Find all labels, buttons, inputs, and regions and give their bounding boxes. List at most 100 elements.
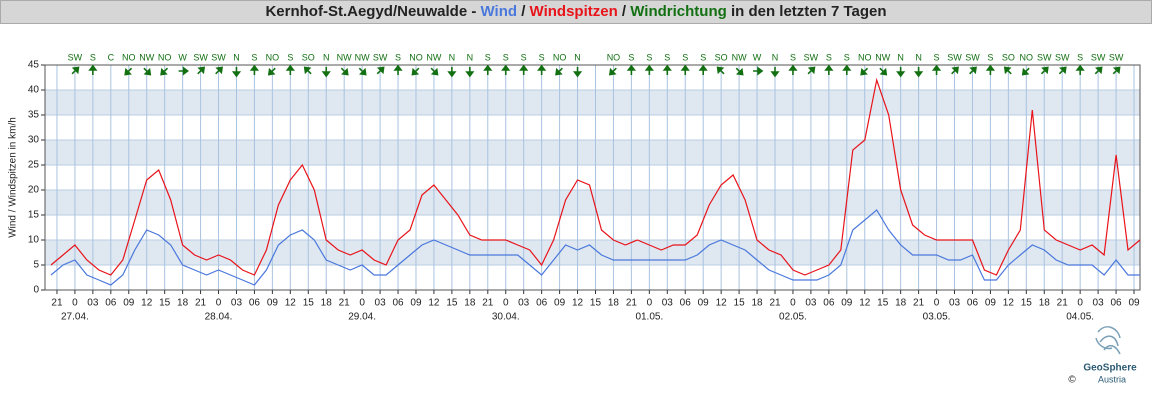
arrow-shape xyxy=(303,66,312,75)
wind-direction-label: S xyxy=(503,52,509,62)
x-tick-label: 18 xyxy=(464,298,476,309)
arrow-shape xyxy=(231,67,242,78)
wind-direction-arrow xyxy=(1075,64,1085,75)
wind-direction-label: NW xyxy=(337,52,352,62)
wind-direction-arrow xyxy=(735,67,744,76)
logo-swirl xyxy=(1099,335,1119,347)
wind-direction-arrow xyxy=(447,67,457,78)
x-tick-label: 15 xyxy=(590,298,602,309)
wind-direction-arrow xyxy=(376,66,385,75)
y-tick-label: 20 xyxy=(28,185,40,196)
arrow-shape xyxy=(842,64,852,75)
wind-direction-arrow xyxy=(716,66,725,75)
wind-direction-label: S xyxy=(1077,52,1083,62)
arrow-shape xyxy=(249,64,260,75)
arrow-shape xyxy=(626,64,636,75)
arrow-shape xyxy=(879,67,888,76)
wind-direction-label: S xyxy=(664,52,670,62)
arrow-shape xyxy=(680,64,690,75)
y-tick-label: 15 xyxy=(28,210,40,221)
x-tick-label: 18 xyxy=(895,298,907,309)
y-tick-label: 30 xyxy=(28,135,40,146)
arrow-shape xyxy=(537,64,547,75)
wind-direction-label: NO xyxy=(122,52,136,62)
x-tick-label: 0 xyxy=(647,298,653,309)
y-tick-label: 5 xyxy=(33,260,39,271)
wind-direction-label: W xyxy=(753,52,762,62)
wind-direction-label: S xyxy=(251,52,257,62)
copyright: © xyxy=(1068,375,1076,386)
wind-direction-label: NO xyxy=(266,52,280,62)
x-tick-label: 09 xyxy=(267,298,279,309)
wind-direction-arrow xyxy=(71,66,80,75)
x-tick-label: 12 xyxy=(1003,298,1015,309)
wind-direction-arrow xyxy=(680,64,690,75)
x-tick-label: 15 xyxy=(303,298,315,309)
wind-direction-label: NW xyxy=(426,52,441,62)
wind-direction-arrow xyxy=(1058,66,1067,75)
wind-direction-label: N xyxy=(897,52,904,62)
wind-direction-label: N xyxy=(915,52,922,62)
wind-direction-arrow xyxy=(267,67,276,76)
arrow-shape xyxy=(735,67,744,76)
y-tick-label: 25 xyxy=(28,160,40,171)
x-tick-label: 03 xyxy=(231,298,243,309)
arrow-shape xyxy=(267,67,276,76)
wind-direction-arrow xyxy=(1112,66,1121,75)
wind-direction-arrow xyxy=(824,64,834,75)
wind-direction-arrow xyxy=(321,67,331,78)
wind-direction-label: S xyxy=(287,52,293,62)
arrow-shape xyxy=(160,67,169,76)
logo-sub: Austria xyxy=(1098,374,1126,384)
arrow-shape xyxy=(215,66,224,75)
wind-direction-label: N xyxy=(772,52,779,62)
wind-direction-arrow xyxy=(1003,66,1012,75)
wind-direction-arrow xyxy=(430,67,439,76)
wind-direction-label: SW xyxy=(1091,52,1106,62)
x-tick-label: 18 xyxy=(321,298,333,309)
x-tick-label: 03 xyxy=(375,298,387,309)
wind-direction-label: NW xyxy=(732,52,747,62)
arrow-shape xyxy=(1094,66,1103,75)
date-label: 03.05. xyxy=(923,312,951,323)
x-tick-label: 06 xyxy=(392,298,404,309)
wind-direction-label: S xyxy=(934,52,940,62)
title-wind: Wind xyxy=(480,3,518,20)
wind-direction-label: S xyxy=(700,52,706,62)
wind-direction-arrow xyxy=(215,66,224,75)
wind-direction-label: SW xyxy=(193,52,208,62)
wind-direction-arrow xyxy=(698,64,708,75)
title-suffix: in den letzten 7 Tagen xyxy=(730,3,887,20)
wind-direction-arrow xyxy=(572,67,583,78)
arrow-shape xyxy=(71,66,80,75)
arrow-shape xyxy=(896,67,906,78)
x-tick-label: 15 xyxy=(446,298,458,309)
arrow-shape xyxy=(483,64,493,75)
arrow-shape xyxy=(1112,66,1121,75)
wind-direction-arrow xyxy=(501,64,511,75)
arrow-shape xyxy=(393,64,403,75)
x-tick-label: 21 xyxy=(51,298,63,309)
x-tick-label: 0 xyxy=(72,298,78,309)
wind-direction-arrow xyxy=(879,67,888,76)
x-tick-label: 12 xyxy=(716,298,728,309)
x-tick-label: 0 xyxy=(359,298,365,309)
wind-direction-label: S xyxy=(395,52,401,62)
wind-direction-arrow xyxy=(931,64,942,75)
arrow-shape xyxy=(340,67,349,76)
logo-swirl xyxy=(1095,337,1113,350)
arrow-shape xyxy=(662,64,672,75)
arrow-shape xyxy=(465,67,475,78)
wind-direction-arrow xyxy=(626,64,636,75)
x-tick-label: 15 xyxy=(1021,298,1033,309)
wind-direction-label: S xyxy=(485,52,491,62)
x-tick-label: 09 xyxy=(985,298,997,309)
arrow-shape xyxy=(358,67,367,76)
wind-direction-arrow xyxy=(124,67,133,76)
x-tick-label: 21 xyxy=(626,298,638,309)
wind-direction-label: NO xyxy=(409,52,423,62)
wind-direction-arrow xyxy=(788,64,798,75)
arrow-shape xyxy=(411,67,420,76)
